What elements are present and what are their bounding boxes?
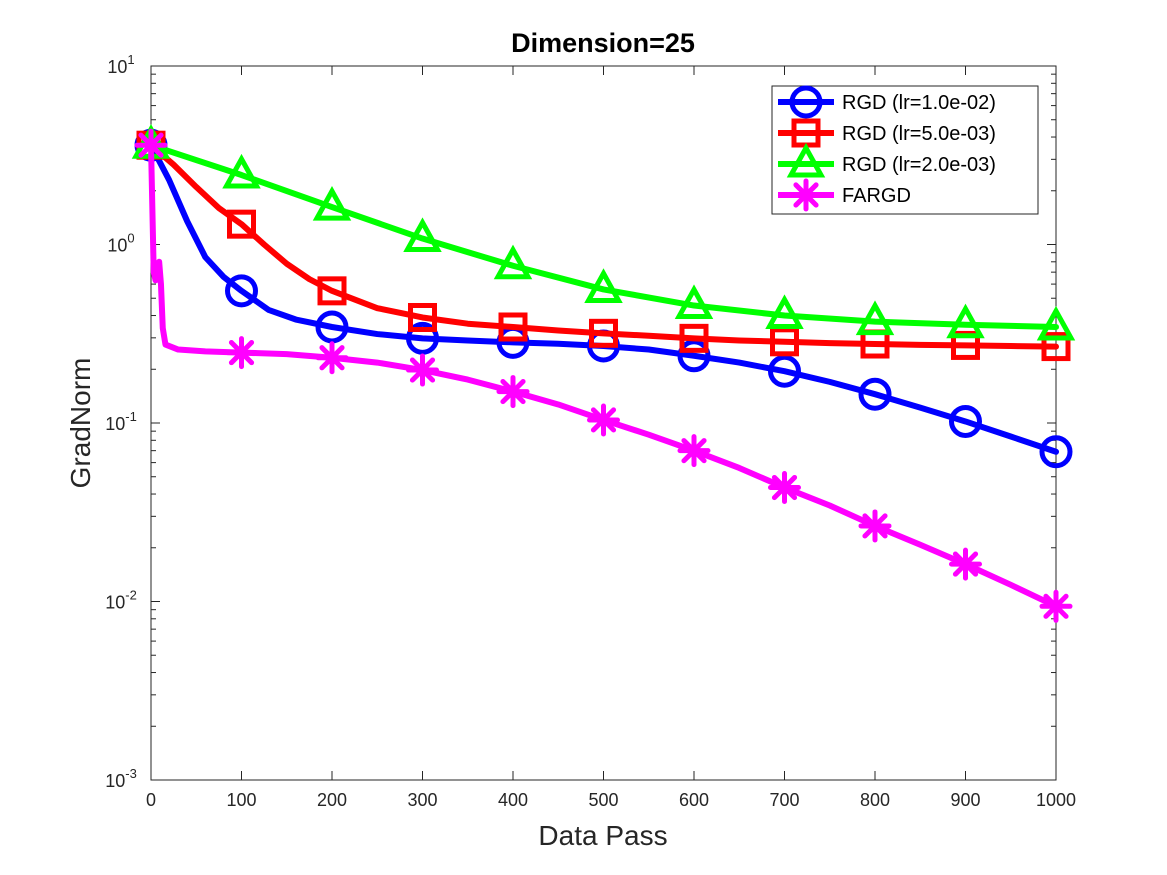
legend-marker: [786, 142, 826, 178]
y-tick-label: 100: [107, 231, 134, 256]
legend-label: RGD (lr=2.0e-03): [842, 154, 996, 176]
y-tick-exponent: -1: [125, 409, 137, 424]
y-tick-exponent: 1: [127, 52, 134, 67]
legend-marker: [789, 85, 823, 119]
x-tick-label: 300: [407, 790, 437, 810]
data-point-marker: [1036, 305, 1076, 341]
data-point-marker: [496, 375, 530, 409]
x-tick-label: 900: [950, 790, 980, 810]
y-tick-exponent: -2: [125, 588, 137, 603]
x-tick-label: 1000: [1036, 790, 1076, 810]
series-3: [134, 128, 1073, 623]
x-tick-label: 100: [226, 790, 256, 810]
data-point-marker: [1041, 332, 1071, 362]
legend-label: RGD (lr=5.0e-03): [842, 123, 996, 145]
data-point-marker: [587, 403, 620, 437]
data-point-marker: [222, 153, 261, 189]
x-axis-label: Data Pass: [538, 820, 667, 851]
chart-title: Dimension=25: [511, 28, 695, 58]
data-point-marker: [855, 300, 895, 336]
data-point-marker: [858, 377, 892, 411]
data-point-marker: [315, 310, 349, 344]
data-point-marker: [765, 294, 804, 330]
data-point-marker: [227, 209, 256, 239]
x-tick-label: 700: [769, 790, 799, 810]
data-point-marker: [768, 471, 801, 505]
data-point-marker: [406, 321, 439, 355]
legend-marker: [789, 178, 823, 212]
data-point-marker: [949, 547, 982, 581]
data-point-marker: [1039, 589, 1073, 623]
data-point-marker: [408, 302, 437, 332]
y-tick-base: 10: [105, 771, 125, 791]
legend-item: RGD (lr=2.0e-03): [778, 142, 996, 178]
data-point-marker: [946, 303, 985, 339]
y-tick-base: 10: [107, 57, 127, 77]
series-1: [136, 130, 1071, 362]
data-point-marker: [770, 327, 799, 357]
series-line: [148, 142, 1059, 330]
legend-item: FARGD: [778, 178, 911, 212]
legend: RGD (lr=1.0e-02) RGD (lr=5.0e-03) RGD (lr=…: [771, 85, 1039, 215]
y-tick-exponent: 0: [127, 231, 134, 246]
y-axis-label: GradNorm: [65, 358, 96, 489]
data-point-marker: [225, 274, 258, 308]
data-point-marker: [312, 185, 352, 221]
data-point-marker: [949, 404, 982, 438]
legend-item: RGD (lr=1.0e-02): [778, 85, 996, 119]
y-tick-label: 10-2: [105, 588, 137, 613]
data-point-marker: [498, 312, 528, 342]
data-point-marker: [317, 276, 347, 306]
series-2: [131, 124, 1076, 341]
y-tick-base: 10: [105, 414, 125, 434]
data-point-marker: [134, 128, 168, 162]
data-point-marker: [403, 217, 442, 253]
legend-label: RGD (lr=1.0e-02): [842, 92, 996, 114]
axes: 0 100 200 300 400 500 600 700 800 900 100010-310-2…: [105, 52, 1076, 810]
y-tick-base: 10: [107, 236, 127, 256]
series-layer: [131, 124, 1076, 623]
x-tick-label: 200: [317, 790, 347, 810]
data-point-marker: [225, 336, 258, 370]
data-point-marker: [589, 318, 618, 348]
y-tick-label: 101: [107, 52, 134, 77]
data-point-marker: [768, 354, 801, 388]
y-tick-label: 10-1: [105, 409, 137, 434]
data-point-marker: [1039, 435, 1073, 469]
x-tick-label: 0: [146, 790, 156, 810]
data-point-marker: [674, 284, 714, 320]
y-tick-base: 10: [105, 593, 125, 613]
x-tick-label: 500: [588, 790, 618, 810]
x-tick-label: 400: [498, 790, 528, 810]
data-point-marker: [315, 341, 349, 375]
series-0: [134, 128, 1073, 469]
data-point-marker: [584, 268, 623, 303]
data-point-marker: [406, 353, 439, 387]
legend-label: FARGD: [842, 185, 911, 207]
y-tick-label: 10-3: [105, 766, 137, 791]
x-tick-label: 600: [679, 790, 709, 810]
series-line: [148, 142, 1059, 455]
data-point-marker: [677, 339, 711, 373]
data-point-marker: [677, 434, 711, 468]
legend-item: RGD (lr=5.0e-03): [778, 118, 996, 148]
data-point-marker: [858, 509, 892, 543]
x-tick-label: 800: [860, 790, 890, 810]
y-tick-exponent: -3: [125, 766, 137, 781]
series-line: [148, 142, 1059, 350]
data-point-marker: [679, 323, 709, 353]
data-point-marker: [493, 244, 533, 280]
